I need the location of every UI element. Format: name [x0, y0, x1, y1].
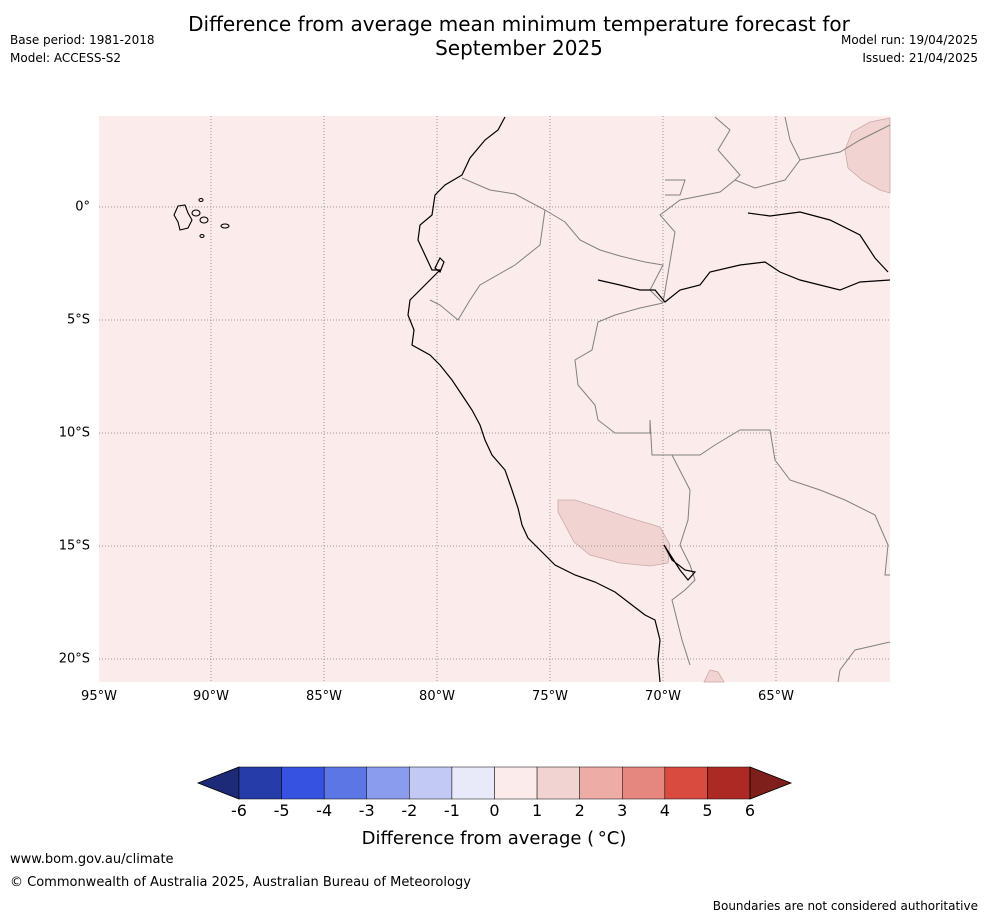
- colorbar-title: Difference from average ( °C): [361, 828, 627, 849]
- colorbar-segment: [409, 766, 453, 800]
- issued-label: Issued: 21/04/2025: [862, 51, 978, 65]
- colorbar-tick-label: -6: [231, 801, 247, 820]
- colorbar-tick-label: -2: [401, 801, 418, 820]
- lat-label-0: 0°: [75, 199, 90, 215]
- colorbar: [196, 766, 793, 800]
- lat-label-15s: 15°S: [58, 538, 90, 554]
- colorbar-tick-label: -1: [443, 801, 460, 820]
- colorbar-segment: [579, 766, 623, 800]
- colorbar-segment: [494, 766, 538, 800]
- country-borders: [429, 116, 891, 683]
- gridlines: [99, 116, 890, 682]
- map-title: Difference from average mean minimum tem…: [0, 12, 988, 60]
- anomaly-field: [99, 116, 890, 682]
- meta-left: Base period: 1981-2018 Model: ACCESS-S2: [10, 31, 155, 67]
- colorbar-segment: [622, 766, 666, 800]
- colorbar-segment: [238, 766, 282, 800]
- colorbar-tick-label: 4: [659, 801, 670, 820]
- colorbar-tick-label: 5: [702, 801, 713, 820]
- lat-label-10s: 10°S: [58, 425, 90, 441]
- lon-label-70w: 70°W: [645, 689, 681, 704]
- anomaly-patch-south: [703, 669, 725, 683]
- footer-url: www.bom.gov.au/climate: [10, 852, 174, 867]
- lon-label-90w: 90°W: [193, 689, 229, 704]
- lon-label-75w: 75°W: [532, 689, 568, 704]
- title-line-2: September 2025: [435, 36, 603, 60]
- galapagos-islands: [173, 197, 230, 239]
- lon-label-85w: 85°W: [306, 689, 342, 704]
- model-run-label: Model run: 19/04/2025: [840, 33, 978, 47]
- colorbar-tick-label: 3: [617, 801, 628, 820]
- base-period-label: Base period: 1981-2018: [10, 33, 155, 47]
- lon-label-95w: 95°W: [81, 689, 117, 704]
- colorbar-segment: [323, 766, 367, 800]
- coastline: [407, 116, 891, 683]
- footer-note: Boundaries are not considered authoritat…: [712, 899, 978, 913]
- footer-copyright: © Commonwealth of Australia 2025, Austra…: [10, 875, 471, 890]
- colorbar-segment: [664, 766, 708, 800]
- colorbar-tick-label: 1: [531, 801, 543, 820]
- colorbar-segment: [707, 766, 751, 800]
- anomaly-patch-northeast: [844, 117, 891, 194]
- model-label: Model: ACCESS-S2: [10, 51, 122, 65]
- colorbar-extension-low: [196, 766, 240, 800]
- colorbar-segment: [366, 766, 410, 800]
- lat-label-20s: 20°S: [58, 651, 90, 667]
- lat-label-5s: 5°S: [66, 312, 90, 328]
- colorbar-segment: [451, 766, 495, 800]
- colorbar-tick-label: -4: [316, 801, 333, 820]
- colorbar-tick-label: 6: [744, 801, 756, 820]
- colorbar-segment: [281, 766, 325, 800]
- colorbar-tick-label: 0: [489, 801, 500, 820]
- colorbar-tick-label: -3: [358, 801, 375, 820]
- colorbar-segment: [536, 766, 580, 800]
- colorbar-tick-label: 2: [574, 801, 585, 820]
- lon-label-80w: 80°W: [419, 689, 455, 704]
- lon-label-65w: 65°W: [758, 689, 794, 704]
- title-line-1: Difference from average mean minimum tem…: [188, 12, 850, 36]
- meta-right: Model run: 19/04/2025 Issued: 21/04/2025: [841, 31, 978, 67]
- anomaly-patch-coast: [557, 499, 671, 567]
- colorbar-tick-label: -5: [273, 801, 290, 820]
- colorbar-extension-high: [749, 766, 793, 800]
